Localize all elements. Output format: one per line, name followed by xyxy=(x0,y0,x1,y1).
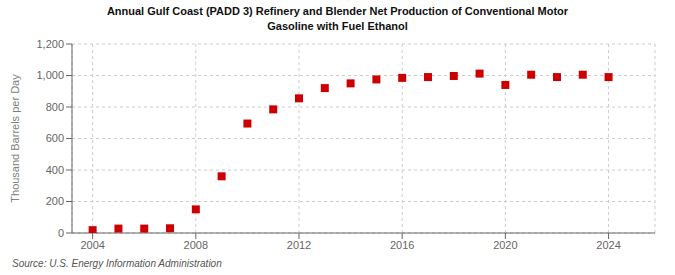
svg-text:1,200: 1,200 xyxy=(36,38,64,50)
svg-text:2004: 2004 xyxy=(80,239,104,251)
svg-text:600: 600 xyxy=(46,132,64,144)
svg-text:1,000: 1,000 xyxy=(36,69,64,81)
svg-text:2012: 2012 xyxy=(287,239,311,251)
svg-text:0: 0 xyxy=(58,227,64,239)
svg-text:2024: 2024 xyxy=(596,239,620,251)
svg-text:200: 200 xyxy=(46,195,64,207)
html-text:Gasoline with Fuel Ethanol: Gasoline with Fuel Ethanol xyxy=(267,20,408,32)
svg-text:2016: 2016 xyxy=(390,239,414,251)
html-text:Source: U.S. Energy Informatio: Source: U.S. Energy Information Administ… xyxy=(12,258,222,269)
svg-text:800: 800 xyxy=(46,101,64,113)
svg-text:400: 400 xyxy=(46,164,64,176)
html-text:Annual Gulf Coast (PADD 3) Ref: Annual Gulf Coast (PADD 3) Refinery and … xyxy=(106,5,569,17)
svg-text:Thousand Barrels per Day: Thousand Barrels per Day xyxy=(9,74,21,203)
svg-text:2008: 2008 xyxy=(184,239,208,251)
svg-text:2020: 2020 xyxy=(493,239,517,251)
